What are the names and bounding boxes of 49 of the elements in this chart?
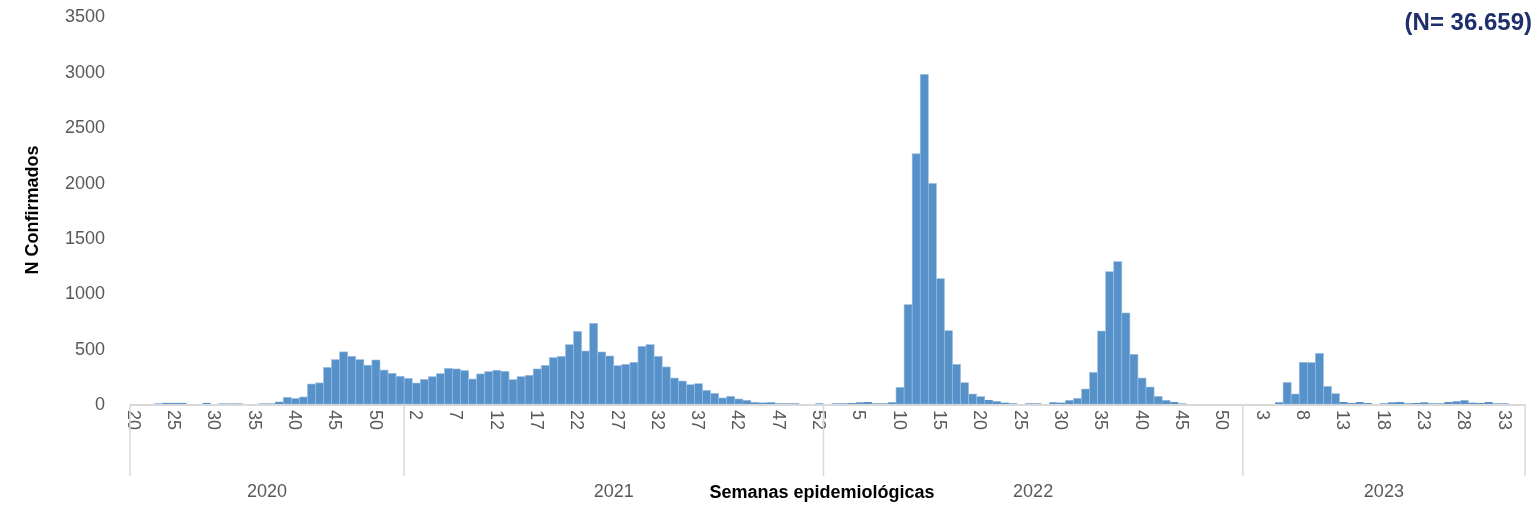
x-tick-label: 37 bbox=[688, 410, 709, 431]
x-tick-label: 23 bbox=[1413, 410, 1434, 431]
x-tick-label: 25 bbox=[164, 410, 185, 431]
x-tick-label: 50 bbox=[1212, 410, 1233, 431]
x-tick-label: 35 bbox=[244, 410, 265, 431]
x-tick-label: 50 bbox=[365, 410, 386, 431]
x-tick-label: 17 bbox=[526, 410, 547, 431]
x-tick-label: 7 bbox=[446, 410, 467, 421]
x-tick-label: 40 bbox=[285, 410, 305, 431]
x-tick-label: 42 bbox=[728, 410, 749, 431]
x-tick-label: 13 bbox=[1333, 410, 1354, 431]
x-tick-label: 32 bbox=[647, 410, 668, 431]
x-tick-label: 27 bbox=[607, 410, 628, 431]
x-axis-title: Semanas epidemiológicas bbox=[709, 482, 935, 502]
y-tick-label: 1000 bbox=[64, 283, 105, 304]
x-tick-label: 20 bbox=[123, 410, 144, 431]
text: 2023 bbox=[1363, 481, 1404, 501]
x-tick-label: 30 bbox=[1051, 410, 1072, 431]
y-axis-title: N Confirmados bbox=[22, 145, 42, 275]
y-tick-label: 2500 bbox=[64, 117, 105, 138]
x-tick-label: 3 bbox=[1252, 410, 1273, 421]
x-tick-label: 12 bbox=[486, 410, 507, 431]
x-tick-label: 25 bbox=[1010, 410, 1031, 431]
y-tick-label: 1500 bbox=[64, 228, 105, 249]
y-tick-label: 2000 bbox=[64, 172, 105, 193]
x-tick-label: 22 bbox=[567, 410, 588, 431]
x-tick-label: 40 bbox=[1131, 410, 1152, 431]
x-tick-label: 2 bbox=[405, 410, 426, 421]
x-tick-label: 18 bbox=[1373, 410, 1394, 431]
x-tick-label: 28 bbox=[1454, 410, 1475, 431]
x-tick-label: 45 bbox=[1172, 410, 1192, 431]
text: 2021 bbox=[593, 481, 634, 501]
annotation: (N= 36.659) bbox=[1404, 8, 1532, 35]
text: 2022 bbox=[1013, 481, 1054, 501]
y-tick-label: 500 bbox=[74, 338, 105, 359]
x-tick-label: 15 bbox=[930, 410, 951, 431]
x-tick-label: 30 bbox=[204, 410, 225, 431]
y-tick-label: 0 bbox=[94, 394, 105, 415]
y-tick-label: 3000 bbox=[64, 61, 105, 82]
x-tick-label: 45 bbox=[325, 410, 346, 431]
x-tick-label: 20 bbox=[970, 410, 991, 431]
x-tick-label: 5 bbox=[849, 410, 870, 421]
x-tick-label: 8 bbox=[1292, 410, 1313, 421]
x-tick-label: 33 bbox=[1494, 410, 1515, 431]
text: 2020 bbox=[247, 481, 288, 501]
y-tick-label: 3500 bbox=[64, 6, 105, 27]
x-tick-label: 47 bbox=[768, 410, 789, 431]
x-tick-label: 35 bbox=[1091, 410, 1112, 431]
x-tick-label: 10 bbox=[889, 410, 910, 431]
